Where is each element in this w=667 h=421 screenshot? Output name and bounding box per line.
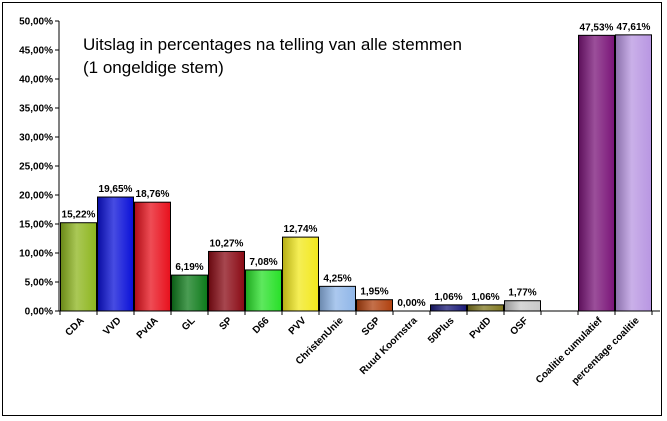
- bar-pvv: [282, 236, 319, 312]
- bar-cda: [60, 222, 97, 312]
- data-label: 7,08%: [249, 257, 277, 268]
- category-label: PvdA: [135, 315, 161, 341]
- data-label: 10,27%: [210, 238, 244, 249]
- bar-d66: [245, 269, 282, 312]
- bar-pvda: [134, 201, 171, 312]
- category-label: VVD: [101, 315, 123, 337]
- y-tick-label: 50,00%: [19, 17, 53, 28]
- data-label: 1,95%: [360, 287, 388, 298]
- data-label: 12,74%: [284, 224, 318, 235]
- y-tick-label: 40,00%: [19, 75, 53, 86]
- category-label: SP: [217, 315, 234, 332]
- bar-sp: [208, 250, 245, 312]
- y-tick-label: 20,00%: [19, 191, 53, 202]
- data-label: 6,19%: [175, 262, 203, 273]
- bar-sgp: [356, 299, 393, 312]
- bar-percentage-coalitie: [615, 34, 652, 312]
- bar-pvdd: [467, 304, 504, 312]
- data-label: 19,65%: [99, 184, 133, 195]
- chart-frame: Uitslag in percentages na telling van al…: [2, 2, 662, 416]
- bar-osf: [504, 300, 541, 312]
- category-label: D66: [251, 315, 272, 336]
- y-tick-label: 10,00%: [19, 249, 53, 260]
- data-label: 18,76%: [136, 189, 170, 200]
- category-label: GL: [180, 315, 198, 333]
- bar-50plus: [430, 304, 467, 312]
- data-label: 15,22%: [62, 210, 96, 221]
- data-label: 0,00%: [397, 298, 425, 309]
- category-label: CDA: [64, 315, 87, 338]
- y-tick-label: 45,00%: [19, 46, 53, 57]
- category-label: SGP: [360, 315, 383, 338]
- category-label: PVV: [287, 315, 309, 337]
- data-label: 1,06%: [434, 292, 462, 303]
- category-label: percentage coalitie: [570, 315, 642, 387]
- data-label: 47,53%: [580, 22, 614, 33]
- category-label: PvdD: [468, 315, 494, 341]
- category-label: 50Plus: [426, 315, 457, 346]
- bar-christenunie: [319, 285, 356, 312]
- y-tick-label: 25,00%: [19, 162, 53, 173]
- category-label: OSF: [508, 315, 530, 337]
- bar-gl: [171, 274, 208, 312]
- data-labels: 15,22% 19,65% 18,76% 6,19% 10,27% 7,08% 12,74%…: [62, 22, 651, 309]
- data-label: 1,06%: [471, 292, 499, 303]
- bar-coalitie-cumulatief: [578, 34, 615, 312]
- data-label: 47,61%: [617, 22, 651, 33]
- chart-title-line-2: (1 ongeldige stem): [83, 58, 224, 77]
- chart-title-line-1: Uitslag in percentages na telling van al…: [83, 35, 462, 54]
- bar-vvd: [97, 196, 134, 312]
- data-label: 1,77%: [508, 288, 536, 299]
- bars: [60, 34, 652, 312]
- bar-chart: Uitslag in percentages na telling van al…: [19, 17, 660, 387]
- data-label: 4,25%: [323, 273, 351, 284]
- y-tick-label: 5,00%: [25, 278, 53, 289]
- y-tick-label: 0,00%: [25, 307, 53, 318]
- y-axis-ticks: 0,00% 5,00% 10,00% 15,00% 20,00% 25,00% 30,00%…: [19, 17, 59, 318]
- y-tick-label: 35,00%: [19, 104, 53, 115]
- y-tick-label: 30,00%: [19, 133, 53, 144]
- chart-title: Uitslag in percentages na telling van al…: [83, 35, 462, 77]
- category-label: Coalitie cumulatief: [534, 315, 605, 386]
- y-tick-label: 15,00%: [19, 220, 53, 231]
